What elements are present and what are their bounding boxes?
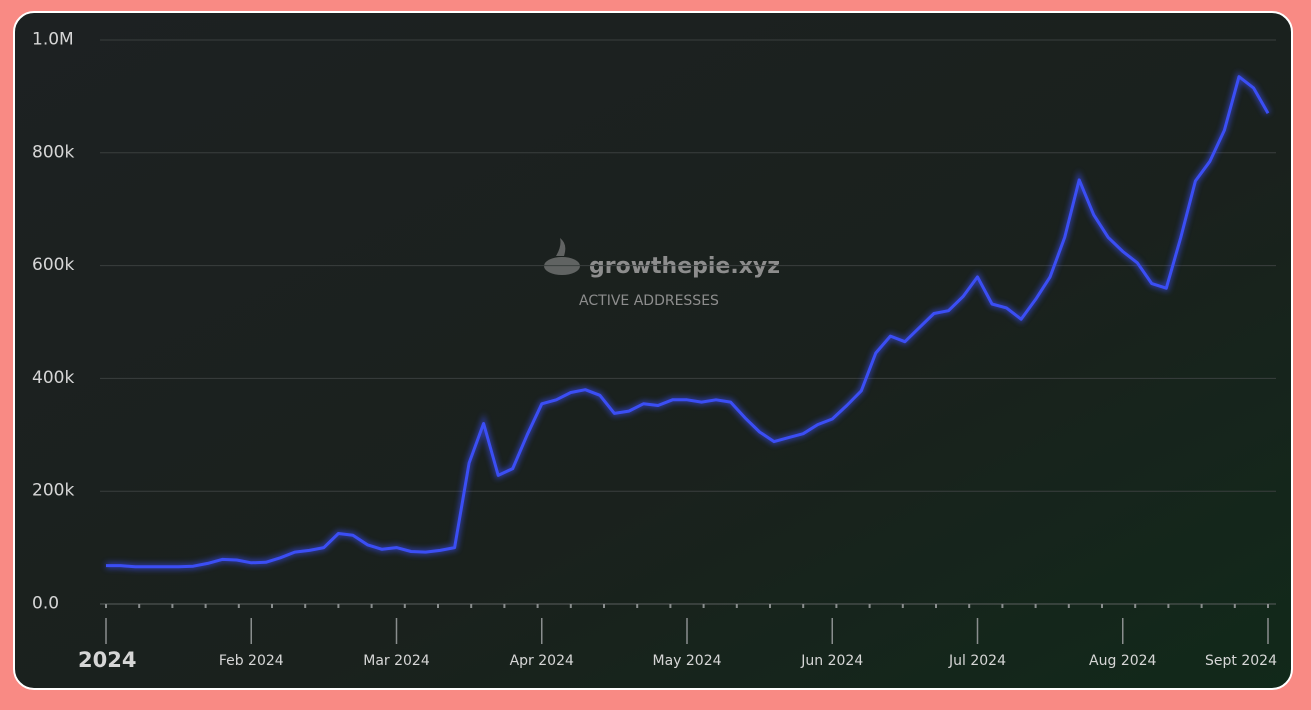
- card: [13, 11, 1293, 690]
- watermark: growthepie.xyz: [589, 254, 780, 279]
- x-tick-label: May 2024: [652, 653, 721, 669]
- y-tick-label: 0.0: [32, 594, 59, 614]
- x-tick-label: Apr 2024: [510, 653, 574, 669]
- x-tick-label: Jun 2024: [800, 653, 863, 669]
- y-tick-label: 600k: [32, 255, 74, 275]
- subtitle: ACTIVE ADDRESSES: [579, 293, 719, 309]
- x-tick-label: 2024: [78, 648, 136, 672]
- x-tick-label: Feb 2024: [219, 653, 284, 669]
- x-tick-label: Aug 2024: [1089, 653, 1157, 669]
- y-tick-label: 200k: [32, 481, 74, 501]
- line: [106, 75, 1270, 569]
- y-tick-label: 1.0M: [32, 30, 74, 50]
- x-tick-label: Mar 2024: [363, 653, 430, 669]
- x-tick-label: Jul 2024: [948, 653, 1006, 669]
- y-tick-label: 400k: [32, 368, 74, 388]
- y-tick-label: 800k: [32, 142, 74, 162]
- x-tick-label: Sept 2024: [1205, 653, 1277, 669]
